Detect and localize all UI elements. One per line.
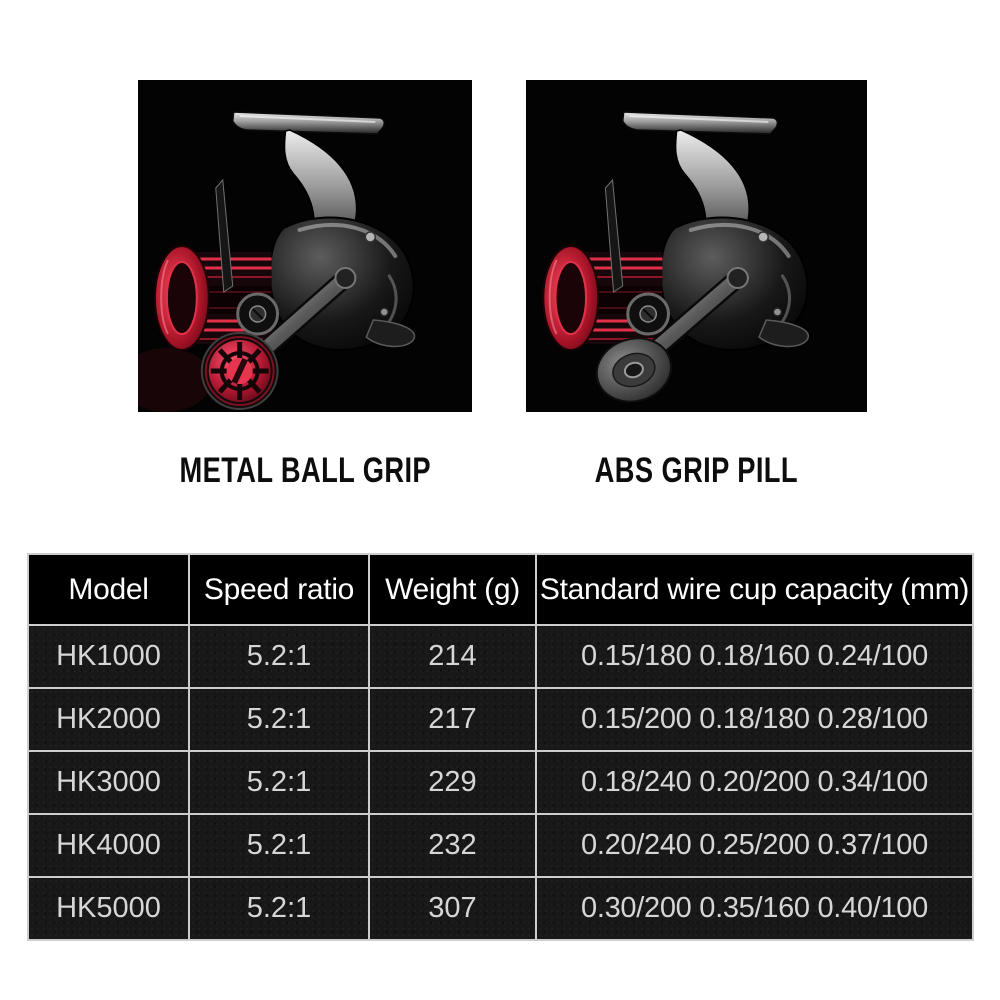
cell-capacity: 0.15/200 0.18/180 0.28/100 <box>535 687 974 752</box>
table-row: HK4000 5.2:1 232 0.20/240 0.25/200 0.37/… <box>27 813 974 878</box>
cell-weight: 214 <box>368 624 537 689</box>
table-header-row: Model Speed ratio Weight (g) Standard wi… <box>27 553 974 626</box>
cell-speed-ratio: 5.2:1 <box>188 813 370 878</box>
metal-ball-grip-knob-icon <box>200 332 279 410</box>
cell-capacity: 0.15/180 0.18/160 0.24/100 <box>535 624 974 689</box>
table-row: HK2000 5.2:1 217 0.15/200 0.18/180 0.28/… <box>27 687 974 752</box>
cell-model: HK4000 <box>27 813 190 878</box>
cell-model: HK2000 <box>27 687 190 752</box>
cell-capacity: 0.18/240 0.20/200 0.34/100 <box>535 750 974 815</box>
cell-speed-ratio: 5.2:1 <box>188 687 370 752</box>
abs-grip-pill-knob-icon <box>595 337 673 403</box>
spinning-reel-illustration <box>138 80 472 412</box>
col-header-weight: Weight (g) <box>368 553 537 626</box>
product-label-text: ABS GRIP PILL <box>594 451 799 490</box>
spec-table: Model Speed ratio Weight (g) Standard wi… <box>27 553 974 941</box>
table-row: HK1000 5.2:1 214 0.15/180 0.18/160 0.24/… <box>27 624 974 689</box>
bail-arm <box>215 178 234 293</box>
cell-speed-ratio: 5.2:1 <box>188 876 370 941</box>
cell-weight: 217 <box>368 687 537 752</box>
shaft-hub <box>626 292 671 336</box>
reel-foot <box>621 111 779 135</box>
product-label-abs-grip-pill: ABS GRIP PILL <box>526 450 867 492</box>
cell-speed-ratio: 5.2:1 <box>188 624 370 689</box>
table-row: HK3000 5.2:1 229 0.18/240 0.20/200 0.34/… <box>27 750 974 815</box>
product-photo-abs-grip-pill <box>526 80 867 412</box>
cell-weight: 229 <box>368 750 537 815</box>
cell-weight: 307 <box>368 876 537 941</box>
col-header-capacity: Standard wire cup capacity (mm) <box>535 553 974 626</box>
product-label-metal-ball-grip: METAL BALL GRIP <box>138 450 472 492</box>
table-row: HK5000 5.2:1 307 0.30/200 0.35/160 0.40/… <box>27 876 974 941</box>
cell-speed-ratio: 5.2:1 <box>188 750 370 815</box>
reel-foot <box>231 111 385 135</box>
spinning-reel-illustration <box>526 80 867 412</box>
bail-arm <box>604 178 624 293</box>
product-label-text: METAL BALL GRIP <box>179 451 431 490</box>
cell-capacity: 0.30/200 0.35/160 0.40/100 <box>535 876 974 941</box>
product-photo-metal-ball-grip <box>138 80 472 412</box>
cell-weight: 232 <box>368 813 537 878</box>
shaft-hub <box>236 292 280 336</box>
col-header-speed-ratio: Speed ratio <box>188 553 370 626</box>
cell-model: HK1000 <box>27 624 190 689</box>
cell-model: HK5000 <box>27 876 190 941</box>
cell-capacity: 0.20/240 0.25/200 0.37/100 <box>535 813 974 878</box>
cell-model: HK3000 <box>27 750 190 815</box>
col-header-model: Model <box>27 553 190 626</box>
